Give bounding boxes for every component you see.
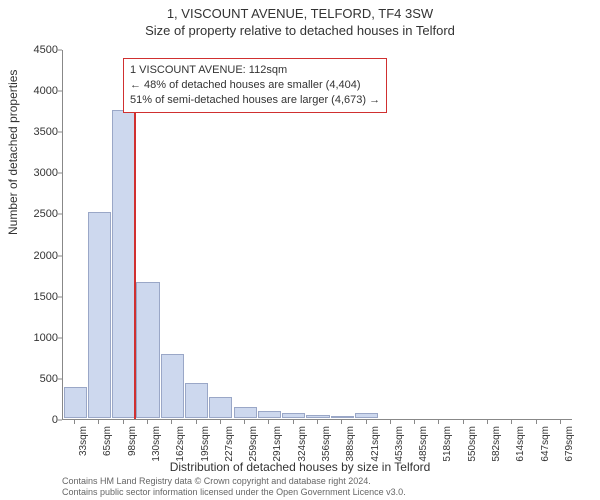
y-tick-label: 4500 bbox=[24, 44, 58, 56]
x-tick-mark bbox=[74, 420, 75, 424]
x-tick-mark bbox=[293, 420, 294, 424]
y-tick-mark bbox=[58, 173, 62, 174]
x-tick-mark bbox=[438, 420, 439, 424]
y-tick-label: 4000 bbox=[24, 85, 58, 97]
histogram-bar bbox=[331, 416, 354, 418]
x-tick-mark bbox=[196, 420, 197, 424]
annotation-box: 1 VISCOUNT AVENUE: 112sqm← 48% of detach… bbox=[123, 58, 387, 113]
x-tick-mark bbox=[536, 420, 537, 424]
y-tick-label: 2000 bbox=[24, 250, 58, 262]
y-tick-mark bbox=[58, 255, 62, 256]
histogram-bar bbox=[136, 282, 159, 418]
histogram-bar bbox=[234, 407, 257, 418]
histogram-bar bbox=[112, 110, 135, 418]
histogram-bar bbox=[282, 413, 305, 418]
x-tick-mark bbox=[147, 420, 148, 424]
x-tick-mark bbox=[463, 420, 464, 424]
y-tick-mark bbox=[58, 296, 62, 297]
y-tick-mark bbox=[58, 378, 62, 379]
y-tick-label: 0 bbox=[24, 414, 58, 426]
x-tick-mark bbox=[123, 420, 124, 424]
x-tick-mark bbox=[366, 420, 367, 424]
histogram-bar bbox=[185, 383, 208, 418]
y-tick-label: 1000 bbox=[24, 332, 58, 344]
y-tick-mark bbox=[58, 337, 62, 338]
annotation-line: 1 VISCOUNT AVENUE: 112sqm bbox=[130, 63, 380, 78]
footer-line2: Contains public sector information licen… bbox=[62, 487, 406, 498]
y-tick-mark bbox=[58, 214, 62, 215]
footer-attribution: Contains HM Land Registry data © Crown c… bbox=[62, 476, 406, 498]
chart-title-block: 1, VISCOUNT AVENUE, TELFORD, TF4 3SW Siz… bbox=[0, 0, 600, 38]
y-tick-mark bbox=[58, 50, 62, 51]
y-axis-label: Number of detached properties bbox=[6, 70, 20, 235]
histogram-bar bbox=[64, 387, 87, 418]
y-tick-mark bbox=[58, 420, 62, 421]
footer-line1: Contains HM Land Registry data © Crown c… bbox=[62, 476, 406, 487]
x-tick-mark bbox=[341, 420, 342, 424]
y-tick-label: 3000 bbox=[24, 167, 58, 179]
x-tick-mark bbox=[414, 420, 415, 424]
x-tick-mark bbox=[268, 420, 269, 424]
x-tick-mark bbox=[244, 420, 245, 424]
x-tick-mark bbox=[220, 420, 221, 424]
histogram-bar bbox=[161, 354, 184, 418]
x-axis-label: Distribution of detached houses by size … bbox=[0, 460, 600, 474]
x-tick-mark bbox=[171, 420, 172, 424]
y-tick-mark bbox=[58, 91, 62, 92]
title-subtitle: Size of property relative to detached ho… bbox=[0, 23, 600, 38]
title-address: 1, VISCOUNT AVENUE, TELFORD, TF4 3SW bbox=[0, 6, 600, 21]
x-tick-mark bbox=[560, 420, 561, 424]
annotation-line: 51% of semi-detached houses are larger (… bbox=[130, 93, 380, 108]
y-tick-label: 500 bbox=[24, 373, 58, 385]
chart-area: 1 VISCOUNT AVENUE: 112sqm← 48% of detach… bbox=[62, 50, 572, 420]
histogram-bar bbox=[209, 397, 232, 418]
y-tick-mark bbox=[58, 132, 62, 133]
x-tick-mark bbox=[487, 420, 488, 424]
histogram-bar bbox=[355, 413, 378, 418]
histogram-bar bbox=[258, 411, 281, 418]
y-tick-label: 2500 bbox=[24, 208, 58, 220]
x-tick-mark bbox=[317, 420, 318, 424]
x-tick-mark bbox=[390, 420, 391, 424]
histogram-bar bbox=[306, 415, 329, 418]
plot-region: 1 VISCOUNT AVENUE: 112sqm← 48% of detach… bbox=[62, 50, 572, 420]
x-tick-mark bbox=[98, 420, 99, 424]
x-tick-mark bbox=[511, 420, 512, 424]
histogram-bar bbox=[88, 212, 111, 418]
property-marker-line bbox=[134, 82, 136, 419]
y-tick-label: 1500 bbox=[24, 291, 58, 303]
annotation-line: ← 48% of detached houses are smaller (4,… bbox=[130, 78, 380, 93]
y-tick-label: 3500 bbox=[24, 126, 58, 138]
